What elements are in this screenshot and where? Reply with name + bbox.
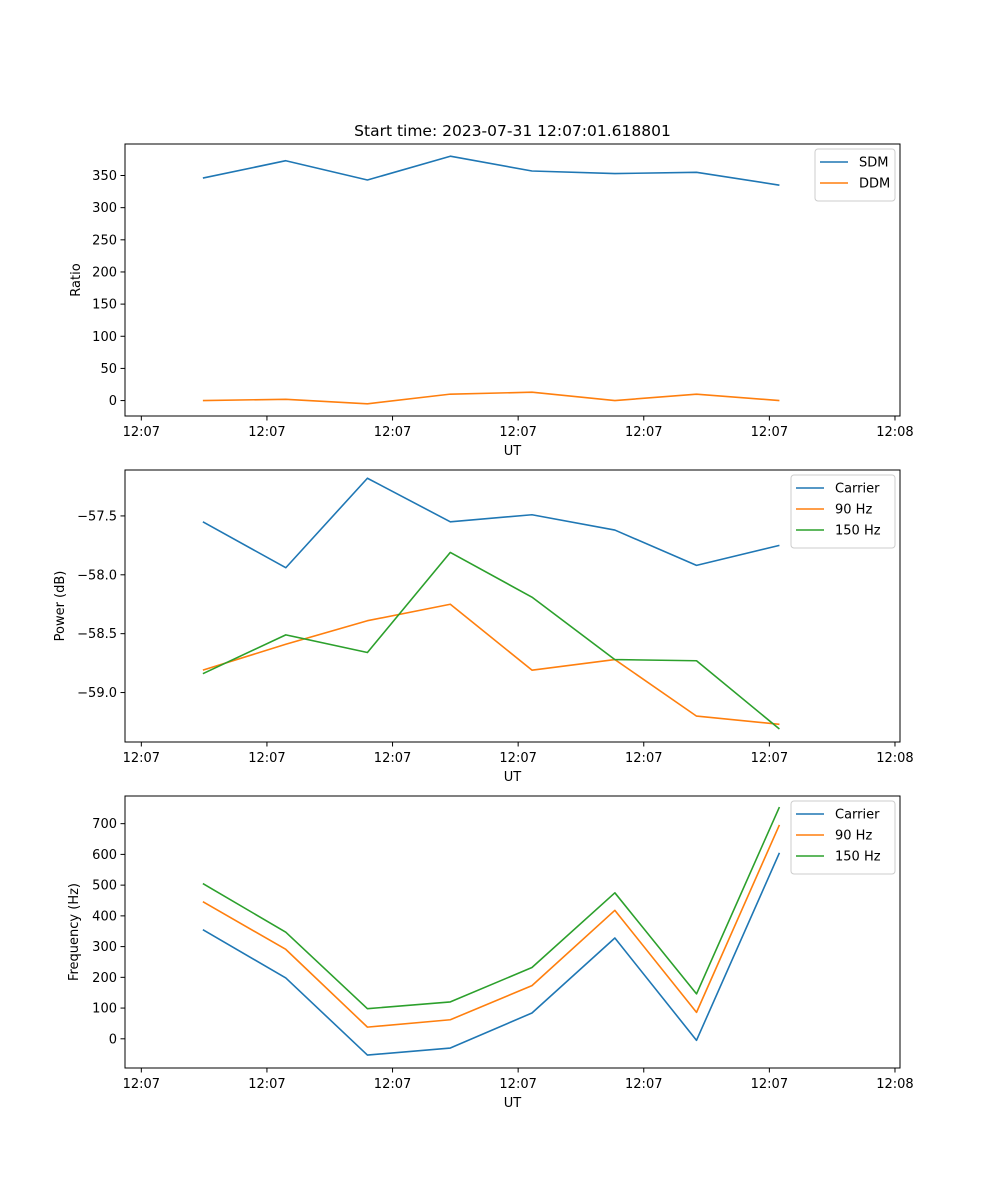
power-series-90-hz-line <box>202 603 780 726</box>
frequency-legend: Carrier 90 Hz 150 Hz <box>790 800 896 875</box>
ratio-legend-label: SDM <box>859 156 888 171</box>
frequency-series-150-hz-line <box>202 806 781 1010</box>
ratio-legend: SDM DDM <box>814 148 896 202</box>
power-y-tick-label: −59.0 <box>77 686 117 701</box>
frequency-y-tick-label: 300 <box>92 940 117 955</box>
ratio-y-tick-label: 100 <box>92 330 117 345</box>
power-axes-frame <box>124 469 901 743</box>
ratio-x-tick-label: 12:07 <box>751 425 788 440</box>
frequency-y-tick-label: 600 <box>92 848 117 863</box>
frequency-x-tick-label: 12:07 <box>248 1077 285 1092</box>
figure-title: Start time: 2023-07-31 12:07:01.618801 <box>354 122 671 140</box>
power-legend: Carrier 90 Hz 150 Hz <box>790 474 896 549</box>
power-series-carrier-line <box>202 477 780 569</box>
power-plot: 12:07 12:07 12:07 12:07 12:07 12:07 12:08 −59.0… <box>53 469 914 785</box>
ratio-y-tick-label: 300 <box>92 201 117 216</box>
power-x-tick-label: 12:07 <box>751 751 788 766</box>
power-x-tick-label: 12:07 <box>499 751 536 766</box>
power-legend-label: Carrier <box>835 482 880 497</box>
frequency-x-tick-label: 12:07 <box>374 1077 411 1092</box>
ratio-x-tick-label: 12:07 <box>248 425 285 440</box>
ratio-x-tick-label: 12:07 <box>374 425 411 440</box>
ratio-x-tick-label: 12:07 <box>499 425 536 440</box>
ratio-axes-frame <box>124 143 901 417</box>
power-x-tick-label: 12:07 <box>248 751 285 766</box>
ratio-plot: 12:07 12:07 12:07 12:07 12:07 12:07 12:08 0 50 10… <box>69 143 914 459</box>
power-legend-label: 150 Hz <box>835 524 881 539</box>
frequency-series-90-hz-line <box>202 824 781 1028</box>
power-y-tick-label: −58.0 <box>77 568 117 583</box>
power-x-axis-label: UT <box>504 770 522 785</box>
frequency-x-tick-label: 12:07 <box>123 1077 160 1092</box>
frequency-y-tick-label: 500 <box>92 879 117 894</box>
power-x-tick-label: 12:07 <box>625 751 662 766</box>
ratio-y-tick-label: 200 <box>92 265 117 280</box>
ratio-y-tick-label: 250 <box>92 233 117 248</box>
power-x-tick-label: 12:08 <box>876 751 913 766</box>
frequency-y-tick-label: 0 <box>109 1032 117 1047</box>
ratio-x-axis-label: UT <box>504 444 522 459</box>
ratio-y-tick-label: 0 <box>109 394 117 409</box>
power-y-tick-label: −57.5 <box>77 509 117 524</box>
frequency-legend-label: 150 Hz <box>835 850 881 865</box>
ratio-series-sdm-line <box>202 155 780 186</box>
frequency-axes-frame <box>124 795 901 1069</box>
frequency-y-axis-label: Frequency (Hz) <box>67 883 82 981</box>
frequency-x-tick-label: 12:07 <box>625 1077 662 1092</box>
ratio-y-tick-label: 50 <box>100 362 117 377</box>
ratio-series-ddm-line <box>202 391 780 405</box>
ratio-y-axis-label: Ratio <box>69 263 84 296</box>
ratio-x-tick-label: 12:07 <box>123 425 160 440</box>
power-x-tick-label: 12:07 <box>123 751 160 766</box>
frequency-x-tick-label: 12:07 <box>751 1077 788 1092</box>
frequency-legend-label: Carrier <box>835 808 880 823</box>
frequency-x-tick-label: 12:07 <box>499 1077 536 1092</box>
ratio-x-tick-label: 12:08 <box>876 425 913 440</box>
ratio-x-tick-label: 12:07 <box>625 425 662 440</box>
power-legend-label: 90 Hz <box>835 503 872 518</box>
power-y-axis-label: Power (dB) <box>53 571 68 642</box>
ratio-y-tick-label: 350 <box>92 169 117 184</box>
frequency-y-tick-label: 200 <box>92 971 117 986</box>
frequency-series-carrier-line <box>202 852 781 1056</box>
ratio-y-tick-label: 150 <box>92 298 117 313</box>
power-y-tick-label: −58.5 <box>77 627 117 642</box>
frequency-x-tick-label: 12:08 <box>876 1077 913 1092</box>
frequency-plot: 12:07 12:07 12:07 12:07 12:07 12:07 12:08 0 100 2… <box>67 795 914 1111</box>
frequency-y-tick-label: 400 <box>92 909 117 924</box>
power-series-150-hz-line <box>202 551 780 730</box>
frequency-x-axis-label: UT <box>504 1096 522 1111</box>
ratio-legend-label: DDM <box>859 177 890 192</box>
frequency-y-tick-label: 100 <box>92 1002 117 1017</box>
frequency-y-tick-label: 700 <box>92 817 117 832</box>
frequency-legend-label: 90 Hz <box>835 829 872 844</box>
power-x-tick-label: 12:07 <box>374 751 411 766</box>
